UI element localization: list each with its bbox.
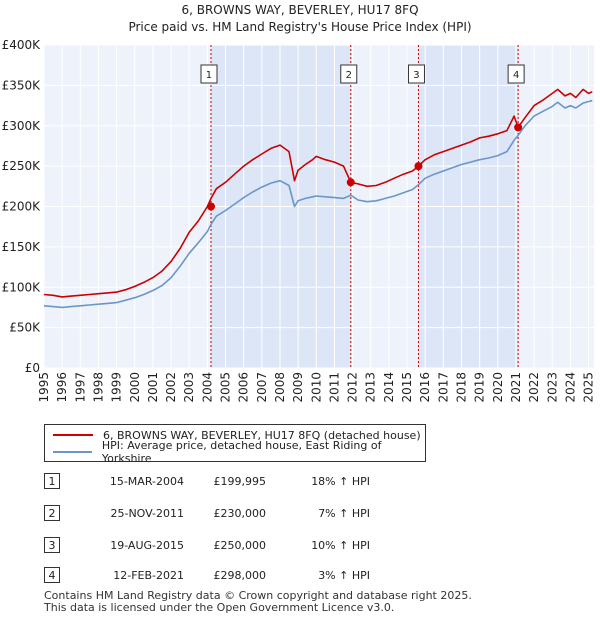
y-tick-label: £50K [9, 321, 41, 335]
x-tick-label: 2002 [164, 372, 178, 403]
x-tick-label: 2013 [364, 372, 378, 403]
y-tick-label: £300K [2, 119, 42, 133]
x-tick-label: 2004 [200, 372, 214, 403]
y-tick-label: £100K [2, 280, 42, 294]
y-tick-label: £0 [25, 361, 40, 375]
x-tick-label: 2025 [582, 372, 596, 403]
y-tick-label: £400K [2, 38, 42, 52]
sale-point [414, 162, 423, 171]
sale-number-label: 2 [346, 70, 352, 81]
legend-label-property: 6, BROWNS WAY, BEVERLEY, HU17 8FQ (detac… [103, 428, 421, 442]
legend-swatch-property [53, 434, 93, 436]
chart-title: 6, BROWNS WAY, BEVERLEY, HU17 8FQ [181, 3, 418, 17]
sale-date: 12-FEB-2021 [113, 569, 184, 582]
x-tick-label: 2021 [509, 372, 523, 403]
x-tick-label: 1995 [37, 372, 51, 403]
x-tick-label: 1999 [110, 372, 124, 403]
legend-item-property: 6, BROWNS WAY, BEVERLEY, HU17 8FQ (detac… [53, 427, 421, 443]
x-tick-label: 1996 [55, 372, 69, 403]
sale-hpi-diff: 18% ↑ HPI [311, 475, 370, 488]
legend-label-hpi: HPI: Average price, detached house, East… [101, 439, 382, 465]
x-tick-label: 2023 [545, 372, 559, 403]
footer-line-copyright: Contains HM Land Registry data © Crown c… [44, 589, 472, 602]
sale-number-label: 4 [513, 70, 519, 81]
x-tick-label: 2009 [291, 372, 305, 403]
sale-price: £199,995 [213, 475, 267, 488]
x-tick-label: 2014 [382, 372, 396, 403]
sale-date: 25-NOV-2011 [110, 507, 184, 520]
x-tick-label: 2020 [491, 372, 505, 403]
sale-row: 3 19-AUG-2015 £250,000 10% ↑ HPI [44, 537, 444, 555]
footer-attribution: Contains HM Land Registry data © Crown c… [44, 590, 472, 614]
sale-number-badge: 3 [44, 537, 60, 553]
y-tick-label: £200K [2, 200, 42, 214]
x-tick-label: 2015 [400, 372, 414, 403]
x-tick-label: 2018 [454, 372, 468, 403]
x-tick-label: 2000 [128, 372, 142, 403]
x-tick-label: 2007 [255, 372, 269, 403]
x-tick-label: 2003 [182, 372, 196, 403]
x-tick-label: 2017 [436, 372, 450, 403]
x-tick-label: 2012 [346, 372, 360, 403]
sale-number-badge: 4 [44, 567, 60, 583]
sale-point [206, 202, 215, 211]
sale-number-box [340, 64, 358, 84]
x-tick-label: 2010 [309, 372, 323, 403]
sale-number-box [407, 64, 425, 84]
y-tick-label: £350K [2, 78, 42, 92]
sale-price: £250,000 [213, 539, 267, 552]
sale-date: 15-MAR-2004 [109, 475, 184, 488]
hpi-line [43, 99, 593, 309]
x-tick-label: 1998 [91, 372, 105, 403]
x-tick-label: 1997 [73, 372, 87, 403]
sale-date: 19-AUG-2015 [110, 539, 184, 552]
legend-item-hpi: HPI: Average price, detached house, East… [53, 439, 425, 465]
x-tick-label: 2016 [418, 372, 432, 403]
price-chart: 6, BROWNS WAY, BEVERLEY, HU17 8FQ Price … [2, 3, 596, 403]
x-tick-label: 2019 [473, 372, 487, 403]
legend: 6, BROWNS WAY, BEVERLEY, HU17 8FQ (detac… [44, 424, 426, 465]
sale-point [514, 123, 523, 132]
x-tick-label: 2005 [219, 372, 233, 403]
x-tick-label: 2008 [273, 372, 287, 403]
sale-price: £298,000 [213, 569, 267, 582]
sale-number-badge: 2 [44, 505, 60, 521]
x-tick-label: 2022 [527, 372, 541, 403]
sale-row: 4 12-FEB-2021 £298,000 3% ↑ HPI [44, 567, 444, 585]
sale-number-box [200, 64, 218, 84]
sale-number-label: 3 [413, 70, 419, 81]
y-tick-label: £250K [2, 159, 42, 173]
footer-line-licence: This data is licensed under the Open Gov… [44, 601, 395, 614]
sale-hpi-diff: 7% ↑ HPI [318, 507, 370, 520]
chart-subtitle: Price paid vs. HM Land Registry's House … [128, 20, 471, 34]
sale-hpi-diff: 3% ↑ HPI [318, 569, 370, 582]
sale-row: 2 25-NOV-2011 £230,000 7% ↑ HPI [44, 505, 444, 523]
y-tick-label: £150K [2, 240, 42, 254]
sale-number-box [507, 64, 525, 84]
sale-row: 1 15-MAR-2004 £199,995 18% ↑ HPI [44, 473, 444, 491]
sale-hpi-diff: 10% ↑ HPI [311, 539, 370, 552]
legend-swatch-hpi [53, 451, 92, 453]
sale-number-badge: 1 [44, 473, 60, 489]
x-tick-label: 2011 [327, 372, 341, 403]
sale-point [346, 178, 355, 187]
x-tick-label: 2001 [146, 372, 160, 403]
sale-number-label: 1 [206, 70, 212, 81]
x-tick-label: 2006 [237, 372, 251, 403]
sale-price: £230,000 [213, 507, 267, 520]
x-tick-label: 2024 [563, 372, 577, 403]
